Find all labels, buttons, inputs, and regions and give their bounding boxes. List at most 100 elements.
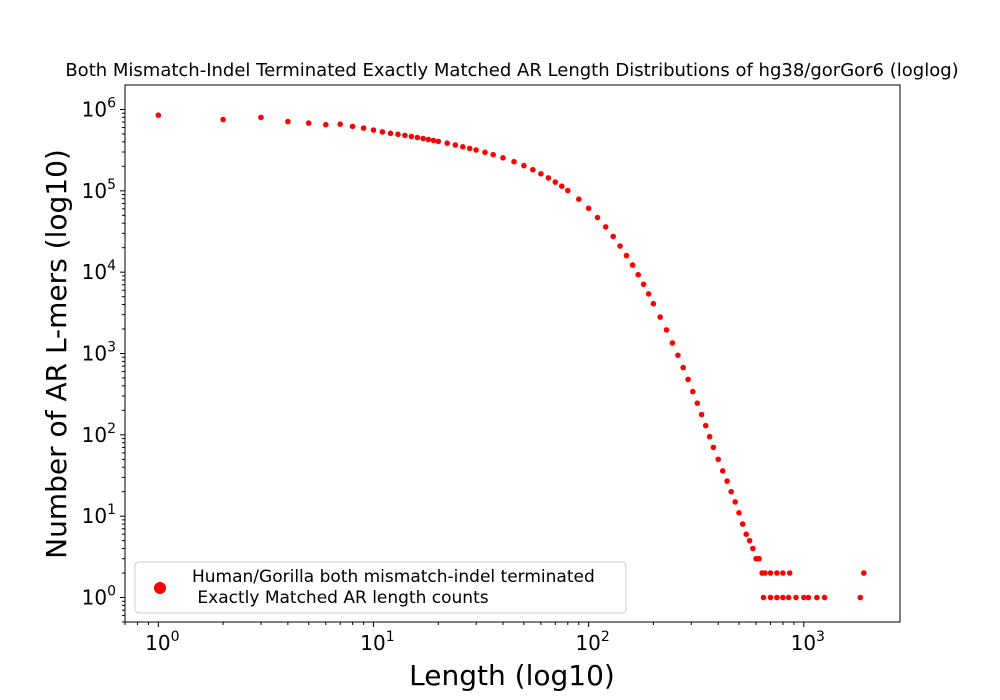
data-point	[739, 521, 746, 527]
data-point	[370, 127, 377, 133]
data-point	[732, 499, 738, 505]
data-point	[258, 114, 264, 121]
y-axis-label: Number of AR L-mers (log10)	[40, 149, 73, 559]
data-point	[460, 144, 466, 150]
data-point	[500, 155, 506, 161]
data-point	[565, 187, 571, 194]
data-point	[801, 594, 807, 601]
x-axis-label: Length (log10)	[409, 659, 615, 692]
data-point	[629, 262, 636, 268]
data-point	[585, 205, 592, 212]
data-point	[805, 594, 812, 601]
legend: Human/Gorilla both mismatch-indel termin…	[134, 561, 627, 614]
data-point	[719, 468, 726, 474]
data-point	[857, 594, 864, 601]
data-point	[743, 531, 749, 537]
data-point	[756, 555, 762, 562]
data-point	[635, 271, 641, 278]
y-tick-label: 101	[82, 502, 116, 528]
data-point	[305, 120, 312, 126]
data-point	[482, 149, 488, 156]
data-point	[861, 570, 867, 576]
data-point	[337, 121, 344, 127]
data-point	[780, 570, 786, 576]
legend-marker	[154, 582, 166, 594]
data-point	[669, 340, 676, 346]
data-point	[559, 183, 565, 189]
data-point	[657, 314, 663, 320]
data-point	[715, 456, 721, 463]
data-point	[610, 233, 616, 240]
y-tick-label: 103	[82, 340, 116, 366]
data-point	[490, 151, 497, 158]
x-tick-label: 103	[791, 629, 825, 655]
data-point	[650, 300, 657, 307]
x-tick-label: 102	[575, 629, 609, 655]
data-point	[698, 411, 705, 418]
data-point	[521, 162, 527, 169]
data-point	[545, 175, 552, 181]
data-point	[786, 570, 793, 576]
data-point	[402, 132, 408, 139]
data-point	[728, 488, 734, 495]
data-point	[710, 444, 717, 451]
data-point	[155, 112, 162, 118]
data-point	[414, 134, 421, 141]
data-point	[663, 327, 670, 333]
y-tick-label: 106	[82, 95, 116, 121]
data-point	[645, 291, 652, 297]
data-point	[444, 140, 451, 146]
data-point	[760, 594, 767, 601]
data-point	[793, 594, 799, 601]
data-point	[323, 121, 329, 128]
data-point	[430, 137, 437, 144]
y-tick-label: 100	[82, 584, 116, 610]
x-tick-label: 100	[145, 629, 179, 655]
data-point	[435, 138, 442, 145]
data-point	[694, 400, 701, 407]
data-point	[680, 364, 686, 371]
data-point	[285, 118, 291, 125]
data-point	[602, 224, 609, 230]
data-points	[155, 112, 867, 601]
data-point	[640, 281, 647, 288]
legend-label: Human/Gorilla both mismatch-indel termin…	[192, 567, 595, 608]
data-point	[702, 422, 709, 429]
data-point	[724, 478, 730, 484]
data-point	[530, 166, 536, 173]
data-point	[538, 171, 544, 177]
data-point	[690, 388, 696, 395]
data-point	[452, 142, 459, 148]
data-point	[408, 133, 415, 140]
data-point	[466, 145, 473, 152]
data-point	[395, 131, 401, 138]
data-point	[767, 594, 774, 601]
data-point	[576, 196, 582, 202]
data-point	[821, 594, 828, 601]
data-point	[425, 136, 432, 143]
data-point	[387, 130, 394, 137]
plot-area: 100 101 102 103 100 101 102 103 104 105 106	[82, 84, 901, 655]
data-point	[736, 510, 742, 516]
data-point	[785, 594, 792, 601]
data-point	[379, 129, 386, 135]
legend-box	[134, 561, 627, 614]
data-point	[706, 433, 713, 440]
data-point	[220, 116, 226, 123]
data-point	[511, 158, 517, 165]
y-tick-label: 102	[82, 421, 116, 447]
y-tick-label: 104	[82, 258, 116, 284]
y-axis-ticks: 100 101 102 103 104 105 106	[82, 95, 125, 623]
data-point	[473, 147, 479, 153]
x-axis-ticks: 100 101 102 103	[124, 622, 825, 655]
data-point	[360, 125, 367, 131]
data-point	[814, 594, 820, 601]
data-point	[617, 243, 623, 249]
y-tick-label: 105	[82, 177, 116, 203]
x-tick-label: 101	[360, 629, 394, 655]
data-point	[349, 123, 356, 130]
chart-title: Both Mismatch-Indel Terminated Exactly M…	[65, 60, 958, 81]
data-point	[594, 214, 601, 221]
data-point	[762, 570, 768, 576]
